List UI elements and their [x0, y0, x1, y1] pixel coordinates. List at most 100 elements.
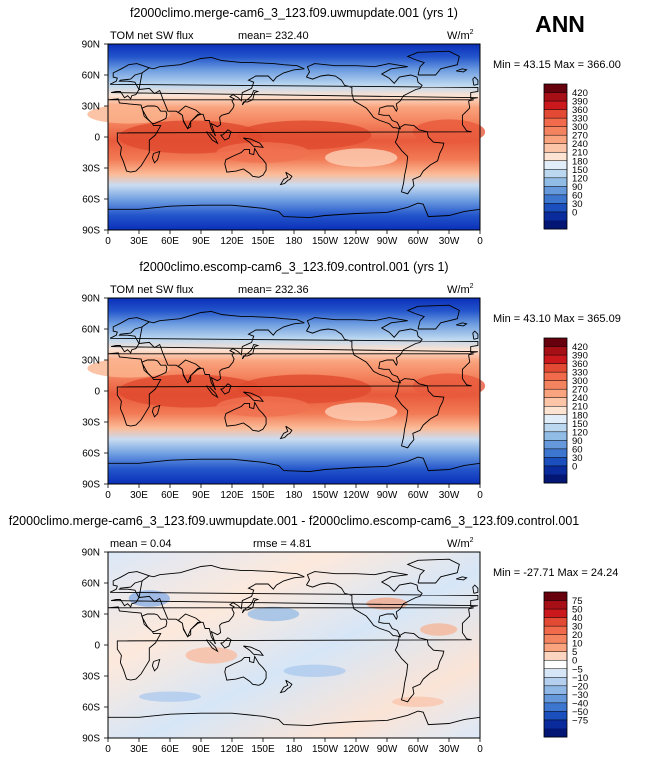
colorbar-swatch	[544, 634, 567, 644]
field-blob	[185, 647, 238, 664]
colorbar-label: −50	[572, 707, 588, 718]
field-blob	[420, 623, 458, 636]
field-blob	[325, 402, 398, 421]
field-blob	[247, 606, 300, 622]
colorbar-label: 30	[572, 622, 583, 633]
y-tick-label: 30N	[82, 610, 100, 621]
colorbar-label: 75	[572, 596, 583, 607]
units-label: W/m2	[447, 537, 474, 550]
colorbar-label: 60	[572, 444, 583, 455]
field-blob	[366, 597, 408, 610]
colorbar-swatch	[544, 355, 567, 364]
colorbar-label: 30	[572, 199, 583, 210]
colorbar-swatch	[544, 389, 567, 399]
x-tick-label: 120W	[343, 744, 370, 755]
colorbar-label: 120	[572, 173, 588, 184]
colorbar-swatch	[544, 457, 567, 467]
colorbar-label: 60	[572, 190, 583, 201]
x-tick-label: 30W	[439, 236, 460, 247]
x-tick-label: 120W	[343, 236, 370, 247]
x-tick-label: 30W	[439, 744, 460, 755]
colorbar-label: −75	[572, 715, 588, 726]
x-tick-label: 120E	[220, 490, 244, 501]
x-tick-label: 120W	[343, 490, 370, 501]
colorbar-label: 270	[572, 385, 588, 396]
panel-2: f2000climo.escomp-cam6_3_123.f09.control…	[82, 260, 621, 501]
colorbar-label: 0	[572, 461, 577, 472]
colorbar-frame	[543, 591, 568, 738]
colorbar-swatch	[544, 186, 567, 196]
colorbar-label: 270	[572, 131, 588, 142]
field-blob	[118, 374, 263, 408]
colorbar-swatch	[544, 711, 567, 721]
colorbar-swatch	[544, 126, 567, 136]
units-label: W/m2	[447, 283, 474, 296]
colorbar-label: 10	[572, 639, 583, 650]
colorbar-swatch	[544, 84, 567, 93]
x-tick-label: 60E	[161, 744, 179, 755]
colorbar-label: 390	[572, 351, 588, 362]
colorbar-swatch	[544, 440, 567, 450]
x-tick-label: 150W	[312, 490, 339, 501]
mean-label: mean= 232.40	[238, 30, 309, 42]
rmse-label: rmse = 4.81	[253, 538, 311, 550]
y-tick-label: 30S	[82, 164, 100, 175]
colorbar-swatch	[544, 626, 567, 636]
y-tick-label: 60S	[82, 195, 100, 206]
colorbar-label: 40	[572, 613, 583, 624]
colorbar-swatch	[544, 338, 567, 347]
colorbar-swatch	[544, 592, 567, 601]
colorbar-swatch	[544, 152, 567, 162]
variable-label: TOM net SW flux	[110, 284, 194, 296]
colorbar-label: 300	[572, 122, 588, 133]
colorbar-swatch	[544, 728, 567, 738]
map-field	[108, 552, 480, 738]
x-tick-label: 90W	[377, 744, 398, 755]
colorbar-swatch	[544, 609, 567, 618]
x-tick-label: 60W	[408, 490, 429, 501]
y-tick-label: 90S	[82, 480, 100, 491]
minmax-label: Min = 43.10 Max = 365.09	[493, 313, 621, 325]
colorbar-label: 90	[572, 182, 583, 193]
colorbar-swatch	[544, 397, 567, 407]
x-tick-label: 90W	[377, 236, 398, 247]
field-blob	[237, 120, 372, 150]
colorbar-swatch	[544, 143, 567, 153]
colorbar-label: 330	[572, 368, 588, 379]
colorbar-swatch	[544, 380, 567, 390]
colorbar-swatch	[544, 109, 567, 119]
x-tick-label: 150E	[251, 236, 275, 247]
x-tick-label: 30E	[130, 744, 148, 755]
panel-3: f2000climo.merge-cam6_3_123.f09.uwmupdat…	[9, 514, 619, 755]
colorbar-label: 300	[572, 376, 588, 387]
colorbar-label: 360	[572, 105, 588, 116]
colorbar-swatch	[544, 668, 567, 678]
colorbar-swatch	[544, 177, 567, 187]
colorbar-swatch	[544, 423, 567, 433]
y-tick-label: 30S	[82, 672, 100, 683]
x-tick-label: 90E	[192, 744, 210, 755]
y-tick-label: 90S	[82, 734, 100, 745]
colorbar-swatch	[544, 617, 567, 627]
colorbar-swatch	[544, 92, 567, 102]
y-tick-label: 60S	[82, 449, 100, 460]
colorbar-swatch	[544, 600, 567, 610]
x-tick-label: 120E	[220, 236, 244, 247]
colorbar-swatch	[544, 694, 567, 704]
x-tick-label: 60E	[161, 490, 179, 501]
minmax-label: Min = 43.15 Max = 366.00	[493, 59, 621, 71]
colorbar-swatch	[544, 135, 567, 145]
y-tick-label: 0	[94, 133, 100, 144]
field-blob	[392, 696, 444, 707]
field-blob	[128, 590, 170, 607]
colorbar-label: 240	[572, 393, 588, 404]
y-tick-label: 90N	[82, 40, 100, 51]
colorbar-swatch	[544, 194, 567, 204]
colorbar-swatch	[544, 677, 567, 687]
y-tick-label: 30N	[82, 356, 100, 367]
colorbar-swatch	[544, 719, 567, 729]
colorbar-swatch	[544, 702, 567, 712]
x-tick-label: 150W	[312, 236, 339, 247]
colorbar-swatch	[544, 169, 567, 179]
x-tick-label: 90E	[192, 490, 210, 501]
